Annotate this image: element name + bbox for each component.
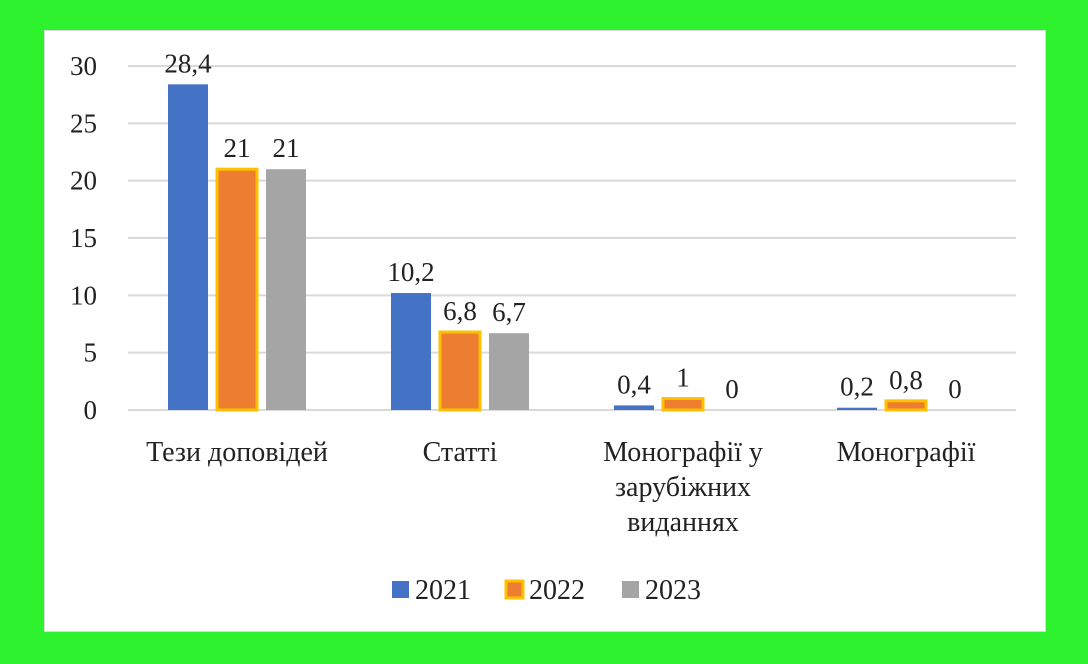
legend-label-2022: 2022: [529, 575, 585, 606]
y-tick-label: 0: [84, 395, 98, 425]
category-label: Монографії у зарубіжних виданнях: [603, 437, 763, 538]
data-label-2022-4: 0,8: [889, 365, 923, 395]
chart-frame: [44, 30, 1046, 632]
bar-2022-4: [884, 399, 928, 412]
category-label: Монографії: [837, 437, 976, 468]
bar-2022-3: [661, 397, 705, 412]
bar-2023-2: [489, 333, 529, 410]
data-label-2021-2: 10,2: [387, 257, 434, 287]
y-tick-label: 15: [70, 223, 97, 253]
legend-swatch-2021: [392, 581, 409, 598]
category-label-line: зарубіжних: [615, 472, 751, 503]
data-label-2022-3: 1: [676, 363, 690, 393]
legend-label-2021: 2021: [415, 575, 471, 606]
y-tick-label: 20: [70, 166, 97, 196]
category-label: Тези доповідей: [146, 437, 328, 468]
y-tick-label: 5: [84, 338, 98, 368]
category-label-line: Тези доповідей: [146, 437, 328, 468]
bar-2021-4: [837, 407, 877, 410]
category-label-line: Монографії у: [603, 437, 763, 468]
data-label-2023-1: 21: [273, 133, 300, 163]
bar-2022-1: [215, 167, 259, 412]
y-tick-label: 30: [70, 51, 97, 81]
bar-2022-2: [438, 330, 482, 412]
category-label: Статті: [423, 437, 498, 468]
bar-2021-2: [391, 293, 431, 410]
category-label-line: виданнях: [627, 507, 739, 538]
category-label-line: Монографії: [837, 437, 976, 468]
bar-2021-3: [614, 405, 654, 410]
data-label-2021-4: 0,2: [840, 372, 874, 402]
legend-swatch-2023: [622, 581, 639, 598]
data-label-2023-3: 0: [725, 374, 739, 404]
y-tick-label: 10: [70, 280, 97, 310]
bar-2023-1: [266, 169, 306, 410]
data-label-2023-2: 6,7: [492, 297, 526, 327]
data-label-2022-2: 6,8: [443, 296, 477, 326]
data-label-2022-1: 21: [224, 133, 251, 163]
category-label-line: Статті: [423, 437, 498, 468]
legend-label-2023: 2023: [645, 575, 701, 606]
data-label-2021-1: 28,4: [164, 48, 212, 78]
data-label-2021-3: 0,4: [617, 369, 651, 399]
y-tick-label: 25: [70, 108, 97, 138]
data-label-2023-4: 0: [948, 374, 962, 404]
bar-2021-1: [168, 84, 208, 410]
legend-swatch-2022: [504, 579, 525, 600]
